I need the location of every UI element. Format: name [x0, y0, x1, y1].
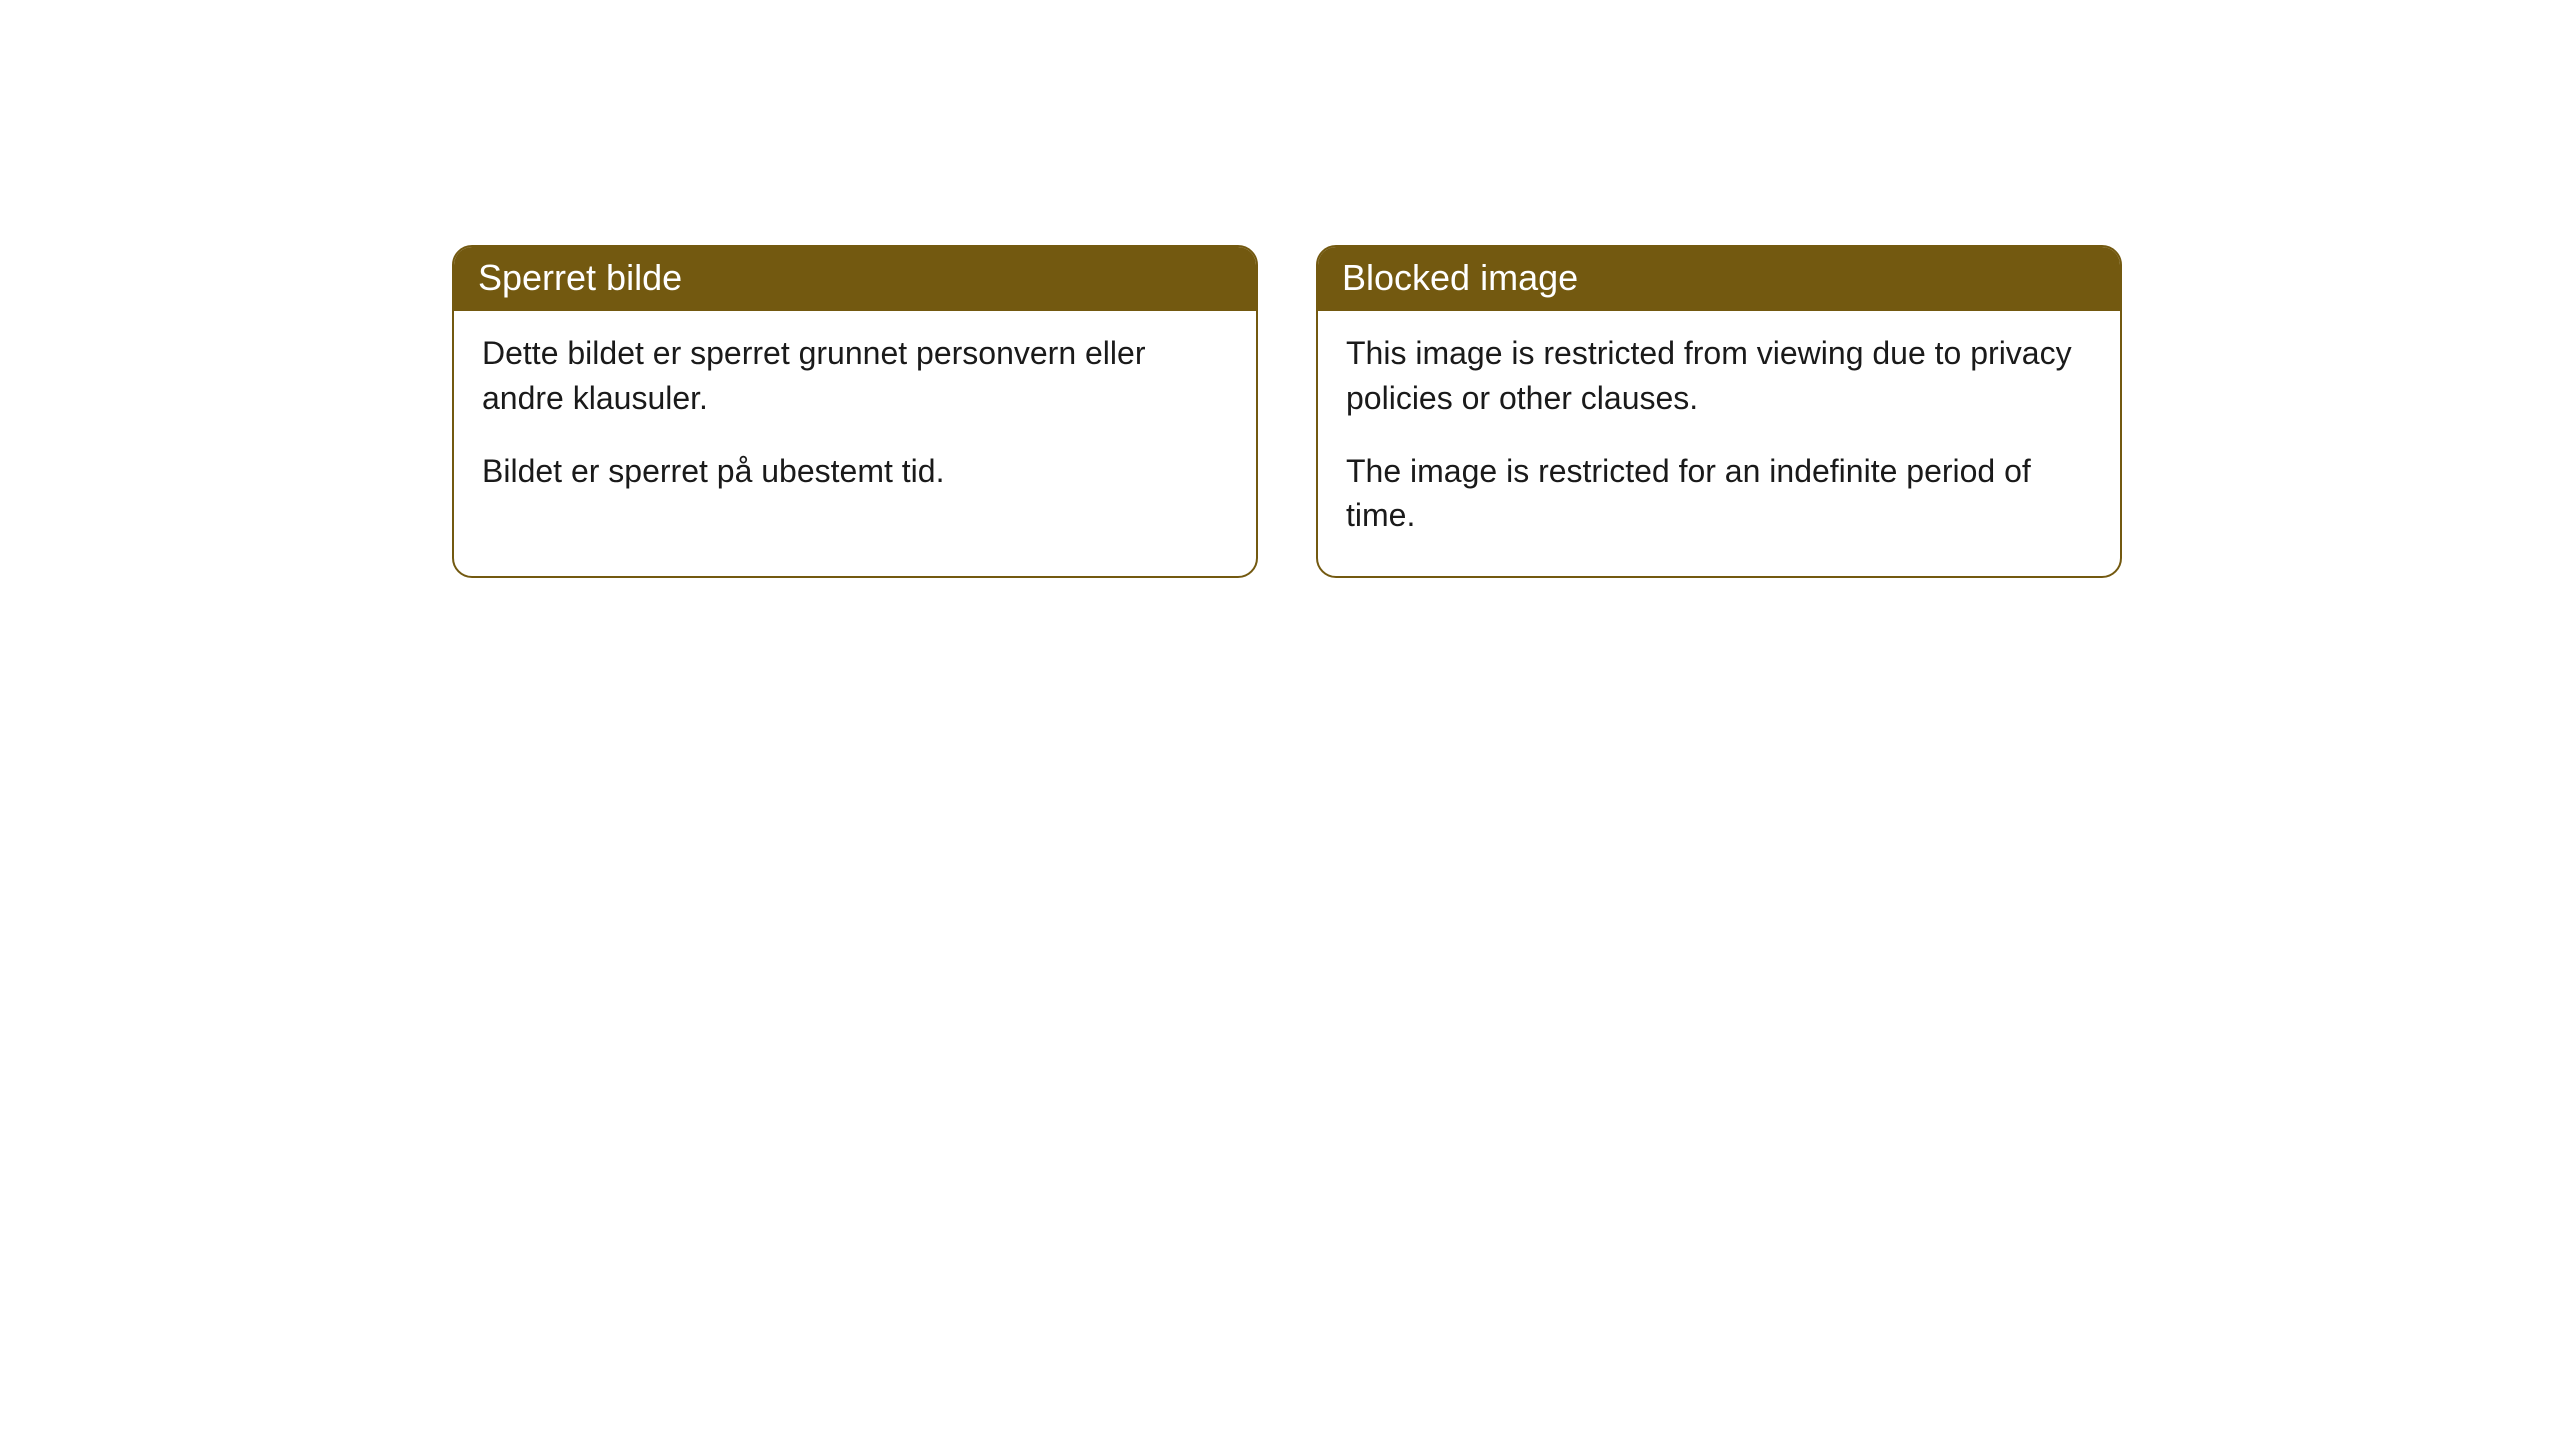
notice-header: Blocked image — [1318, 247, 2120, 311]
notice-header: Sperret bilde — [454, 247, 1256, 311]
notice-paragraph: The image is restricted for an indefinit… — [1346, 449, 2092, 539]
notice-paragraph: Bildet er sperret på ubestemt tid. — [482, 449, 1228, 494]
notice-card-english: Blocked image This image is restricted f… — [1316, 245, 2122, 578]
notice-paragraph: This image is restricted from viewing du… — [1346, 331, 2092, 421]
notice-card-norwegian: Sperret bilde Dette bildet er sperret gr… — [452, 245, 1258, 578]
notice-body: This image is restricted from viewing du… — [1318, 311, 2120, 576]
notices-container: Sperret bilde Dette bildet er sperret gr… — [0, 0, 2560, 578]
notice-body: Dette bildet er sperret grunnet personve… — [454, 311, 1256, 531]
notice-paragraph: Dette bildet er sperret grunnet personve… — [482, 331, 1228, 421]
